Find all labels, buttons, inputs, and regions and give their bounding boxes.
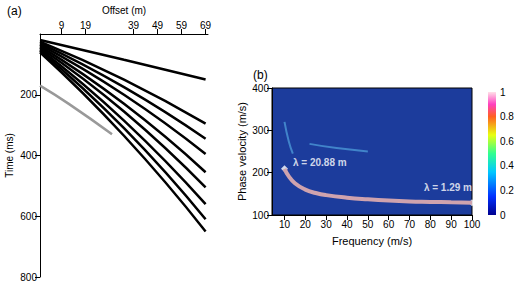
- svg-text:0.6: 0.6: [500, 136, 514, 147]
- svg-text:40: 40: [341, 219, 353, 230]
- svg-text:Phase velocity (m/s): Phase velocity (m/s): [236, 102, 248, 201]
- svg-text:600: 600: [20, 211, 37, 222]
- svg-text:10: 10: [279, 219, 291, 230]
- svg-text:0.2: 0.2: [500, 185, 514, 196]
- svg-text:(a): (a): [7, 4, 22, 18]
- svg-text:100: 100: [464, 219, 481, 230]
- svg-text:λ = 1.29 m: λ = 1.29 m: [424, 182, 472, 193]
- svg-text:90: 90: [446, 219, 458, 230]
- svg-text:60: 60: [383, 219, 395, 230]
- svg-text:Frequency (m/s): Frequency (m/s): [332, 235, 412, 247]
- svg-text:400: 400: [252, 83, 269, 94]
- svg-text:λ = 20.88 m: λ = 20.88 m: [293, 157, 347, 168]
- svg-text:800: 800: [20, 272, 37, 283]
- svg-text:(b): (b): [253, 68, 268, 82]
- svg-text:30: 30: [321, 219, 333, 230]
- svg-text:69: 69: [200, 20, 212, 31]
- svg-text:0.8: 0.8: [500, 111, 514, 122]
- svg-text:70: 70: [404, 219, 416, 230]
- svg-text:100: 100: [252, 210, 269, 221]
- svg-text:Time (ms): Time (ms): [4, 133, 15, 178]
- svg-text:0: 0: [500, 210, 506, 221]
- svg-text:39: 39: [128, 20, 140, 31]
- svg-text:200: 200: [252, 167, 269, 178]
- svg-text:Offset (m): Offset (m): [102, 5, 146, 16]
- svg-text:49: 49: [152, 20, 164, 31]
- svg-text:19: 19: [80, 20, 92, 31]
- svg-text:0.4: 0.4: [500, 160, 514, 171]
- svg-text:80: 80: [425, 219, 437, 230]
- svg-text:59: 59: [176, 20, 188, 31]
- svg-text:200: 200: [20, 89, 37, 100]
- svg-text:300: 300: [252, 125, 269, 136]
- svg-text:20: 20: [300, 219, 312, 230]
- svg-text:9: 9: [59, 20, 65, 31]
- svg-text:400: 400: [20, 150, 37, 161]
- svg-text:1: 1: [500, 87, 506, 98]
- svg-text:50: 50: [362, 219, 374, 230]
